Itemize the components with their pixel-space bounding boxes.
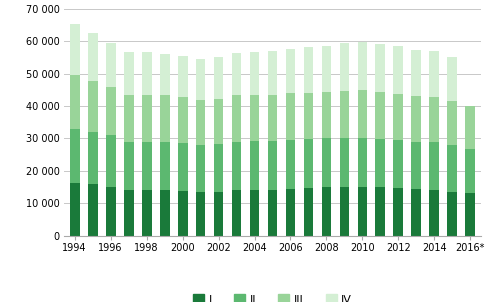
Bar [178, 56, 188, 97]
Bar [70, 183, 80, 236]
Bar [88, 132, 98, 184]
Bar [195, 191, 206, 236]
Bar [322, 46, 331, 92]
Bar [141, 95, 152, 142]
Legend: I, II, III, IV: I, II, III, IV [189, 290, 356, 302]
Bar [303, 92, 313, 139]
Bar [339, 138, 350, 187]
Bar [106, 43, 115, 87]
Bar [124, 142, 134, 190]
Bar [106, 135, 115, 187]
Bar [141, 190, 152, 236]
Bar [339, 187, 350, 236]
Bar [160, 54, 169, 95]
Bar [268, 141, 277, 190]
Bar [249, 141, 259, 190]
Bar [141, 53, 152, 95]
Bar [322, 187, 331, 236]
Bar [447, 191, 457, 236]
Bar [214, 191, 223, 236]
Bar [376, 187, 385, 236]
Bar [106, 187, 115, 236]
Bar [88, 81, 98, 132]
Bar [249, 52, 259, 95]
Bar [249, 190, 259, 236]
Bar [195, 59, 206, 100]
Bar [357, 90, 367, 138]
Bar [124, 95, 134, 142]
Bar [465, 193, 475, 236]
Bar [430, 97, 439, 142]
Bar [447, 57, 457, 101]
Bar [376, 92, 385, 139]
Bar [286, 189, 296, 236]
Bar [70, 24, 80, 75]
Bar [357, 187, 367, 236]
Bar [106, 87, 115, 135]
Bar [70, 129, 80, 183]
Bar [430, 51, 439, 97]
Bar [465, 106, 475, 149]
Bar [88, 184, 98, 236]
Bar [447, 145, 457, 191]
Bar [376, 44, 385, 92]
Bar [339, 43, 350, 91]
Bar [411, 96, 421, 142]
Bar [88, 33, 98, 81]
Bar [268, 190, 277, 236]
Bar [286, 140, 296, 189]
Bar [376, 139, 385, 187]
Bar [411, 189, 421, 236]
Bar [195, 145, 206, 191]
Bar [393, 46, 404, 94]
Bar [160, 190, 169, 236]
Bar [303, 47, 313, 92]
Bar [393, 94, 404, 140]
Bar [303, 139, 313, 188]
Bar [286, 49, 296, 93]
Bar [339, 91, 350, 138]
Bar [214, 144, 223, 191]
Bar [430, 142, 439, 190]
Bar [411, 142, 421, 189]
Bar [249, 95, 259, 141]
Bar [411, 50, 421, 96]
Bar [195, 100, 206, 145]
Bar [178, 97, 188, 143]
Bar [124, 190, 134, 236]
Bar [178, 143, 188, 191]
Bar [232, 95, 242, 142]
Bar [447, 101, 457, 145]
Bar [232, 190, 242, 236]
Bar [393, 140, 404, 188]
Bar [393, 188, 404, 236]
Bar [214, 57, 223, 99]
Bar [124, 53, 134, 95]
Bar [70, 75, 80, 129]
Bar [232, 53, 242, 95]
Bar [322, 138, 331, 187]
Bar [268, 95, 277, 141]
Bar [286, 93, 296, 140]
Bar [178, 191, 188, 236]
Bar [322, 92, 331, 138]
Bar [160, 95, 169, 142]
Bar [357, 138, 367, 187]
Bar [268, 51, 277, 95]
Bar [430, 190, 439, 236]
Bar [232, 142, 242, 190]
Bar [214, 99, 223, 144]
Bar [357, 42, 367, 90]
Bar [141, 142, 152, 190]
Bar [160, 142, 169, 190]
Bar [465, 149, 475, 193]
Bar [303, 188, 313, 236]
